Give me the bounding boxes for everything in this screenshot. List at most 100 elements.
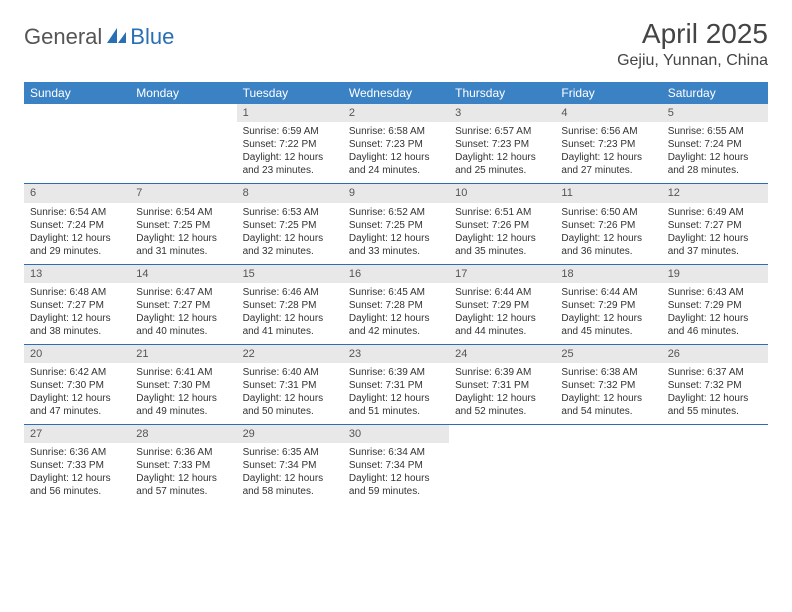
day-content: Sunrise: 6:50 AMSunset: 7:26 PMDaylight:… [555,203,661,264]
day-number: 4 [555,104,661,122]
sunrise-line: Sunrise: 6:57 AM [455,125,549,138]
header: General Blue April 2025 Gejiu, Yunnan, C… [24,18,768,70]
daylight-line: Daylight: 12 hours and 33 minutes. [349,232,443,258]
day-number: 9 [343,184,449,202]
day-number: 23 [343,345,449,363]
day-number: 10 [449,184,555,202]
sunrise-line: Sunrise: 6:39 AM [455,366,549,379]
weekday-header: Saturday [662,82,768,104]
daylight-line: Daylight: 12 hours and 56 minutes. [30,472,124,498]
daylight-line: Daylight: 12 hours and 49 minutes. [136,392,230,418]
day-number: 22 [237,345,343,363]
calendar-day-cell: 13Sunrise: 6:48 AMSunset: 7:27 PMDayligh… [24,264,130,344]
sunrise-line: Sunrise: 6:44 AM [561,286,655,299]
day-number: 30 [343,425,449,443]
weekday-header: Wednesday [343,82,449,104]
weekday-header: Monday [130,82,236,104]
day-content: Sunrise: 6:37 AMSunset: 7:32 PMDaylight:… [662,363,768,424]
daylight-line: Daylight: 12 hours and 58 minutes. [243,472,337,498]
day-number: 17 [449,265,555,283]
sunrise-line: Sunrise: 6:49 AM [668,206,762,219]
sunset-line: Sunset: 7:30 PM [136,379,230,392]
sunrise-line: Sunrise: 6:44 AM [455,286,549,299]
calendar-day-cell: . [662,425,768,505]
calendar-day-cell: 24Sunrise: 6:39 AMSunset: 7:31 PMDayligh… [449,344,555,424]
day-number: 28 [130,425,236,443]
calendar-day-cell: 2 Sunrise: 6:58 AMSunset: 7:23 PMDaylight… [343,104,449,184]
calendar-day-cell: 29Sunrise: 6:35 AMSunset: 7:34 PMDayligh… [237,425,343,505]
sunrise-line: Sunrise: 6:34 AM [349,446,443,459]
sunset-line: Sunset: 7:23 PM [349,138,443,151]
day-content: Sunrise: 6:44 AMSunset: 7:29 PMDaylight:… [555,283,661,344]
calendar-day-cell: 19Sunrise: 6:43 AMSunset: 7:29 PMDayligh… [662,264,768,344]
calendar-day-cell: 30Sunrise: 6:34 AMSunset: 7:34 PMDayligh… [343,425,449,505]
calendar-day-cell: 27Sunrise: 6:36 AMSunset: 7:33 PMDayligh… [24,425,130,505]
sunset-line: Sunset: 7:34 PM [243,459,337,472]
sunset-line: Sunset: 7:23 PM [561,138,655,151]
day-content: Sunrise: 6:44 AMSunset: 7:29 PMDaylight:… [449,283,555,344]
sunset-line: Sunset: 7:34 PM [349,459,443,472]
sunrise-line: Sunrise: 6:50 AM [561,206,655,219]
day-number: 5 [662,104,768,122]
day-number: 13 [24,265,130,283]
daylight-line: Daylight: 12 hours and 40 minutes. [136,312,230,338]
day-number: 26 [662,345,768,363]
calendar-day-cell: 5Sunrise: 6:55 AMSunset: 7:24 PMDaylight… [662,104,768,184]
day-number: 29 [237,425,343,443]
calendar-day-cell: 10Sunrise: 6:51 AMSunset: 7:26 PMDayligh… [449,184,555,264]
calendar-table: SundayMondayTuesdayWednesdayThursdayFrid… [24,82,768,504]
day-number: 6 [24,184,130,202]
day-content: Sunrise: 6:54 AMSunset: 7:24 PMDaylight:… [24,203,130,264]
calendar-day-cell: 22Sunrise: 6:40 AMSunset: 7:31 PMDayligh… [237,344,343,424]
sunrise-line: Sunrise: 6:37 AM [668,366,762,379]
daylight-line: Daylight: 12 hours and 57 minutes. [136,472,230,498]
day-number: 2 [343,104,449,122]
calendar-week-row: 6Sunrise: 6:54 AMSunset: 7:24 PMDaylight… [24,184,768,264]
sunset-line: Sunset: 7:25 PM [243,219,337,232]
day-content: Sunrise: 6:34 AMSunset: 7:34 PMDaylight:… [343,443,449,504]
day-content: Sunrise: 6:52 AMSunset: 7:25 PMDaylight:… [343,203,449,264]
daylight-line: Daylight: 12 hours and 24 minutes. [349,151,443,177]
sunrise-line: Sunrise: 6:58 AM [349,125,443,138]
calendar-day-cell: 4Sunrise: 6:56 AMSunset: 7:23 PMDaylight… [555,104,661,184]
day-number: 14 [130,265,236,283]
sunset-line: Sunset: 7:33 PM [30,459,124,472]
sunset-line: Sunset: 7:27 PM [136,299,230,312]
sunrise-line: Sunrise: 6:53 AM [243,206,337,219]
sunrise-line: Sunrise: 6:43 AM [668,286,762,299]
sunrise-line: Sunrise: 6:54 AM [30,206,124,219]
day-number: 25 [555,345,661,363]
calendar-day-cell: 3Sunrise: 6:57 AMSunset: 7:23 PMDaylight… [449,104,555,184]
page-title: April 2025 [617,18,768,50]
sunrise-line: Sunrise: 6:47 AM [136,286,230,299]
daylight-line: Daylight: 12 hours and 55 minutes. [668,392,762,418]
sunset-line: Sunset: 7:31 PM [455,379,549,392]
sunset-line: Sunset: 7:24 PM [668,138,762,151]
logo-text-general: General [24,24,102,50]
day-content: Sunrise: 6:39 AMSunset: 7:31 PMDaylight:… [449,363,555,424]
day-number: 19 [662,265,768,283]
day-content: Sunrise: 6:57 AMSunset: 7:23 PMDaylight:… [449,122,555,183]
logo-text-blue: Blue [130,24,174,50]
weekday-header: Tuesday [237,82,343,104]
weekday-header: Friday [555,82,661,104]
daylight-line: Daylight: 12 hours and 47 minutes. [30,392,124,418]
day-content: Sunrise: 6:42 AMSunset: 7:30 PMDaylight:… [24,363,130,424]
day-content: Sunrise: 6:39 AMSunset: 7:31 PMDaylight:… [343,363,449,424]
calendar-week-row: 20Sunrise: 6:42 AMSunset: 7:30 PMDayligh… [24,344,768,424]
calendar-day-cell: 25Sunrise: 6:38 AMSunset: 7:32 PMDayligh… [555,344,661,424]
day-content: Sunrise: 6:49 AMSunset: 7:27 PMDaylight:… [662,203,768,264]
logo: General Blue [24,24,174,50]
sunset-line: Sunset: 7:29 PM [561,299,655,312]
calendar-day-cell: 18Sunrise: 6:44 AMSunset: 7:29 PMDayligh… [555,264,661,344]
sunrise-line: Sunrise: 6:42 AM [30,366,124,379]
calendar-day-cell: . [24,104,130,184]
sunset-line: Sunset: 7:31 PM [243,379,337,392]
daylight-line: Daylight: 12 hours and 38 minutes. [30,312,124,338]
calendar-week-row: 27Sunrise: 6:36 AMSunset: 7:33 PMDayligh… [24,425,768,505]
calendar-day-cell: 23Sunrise: 6:39 AMSunset: 7:31 PMDayligh… [343,344,449,424]
daylight-line: Daylight: 12 hours and 35 minutes. [455,232,549,258]
calendar-day-cell: 11Sunrise: 6:50 AMSunset: 7:26 PMDayligh… [555,184,661,264]
day-number: 1 [237,104,343,122]
day-content: Sunrise: 6:40 AMSunset: 7:31 PMDaylight:… [237,363,343,424]
